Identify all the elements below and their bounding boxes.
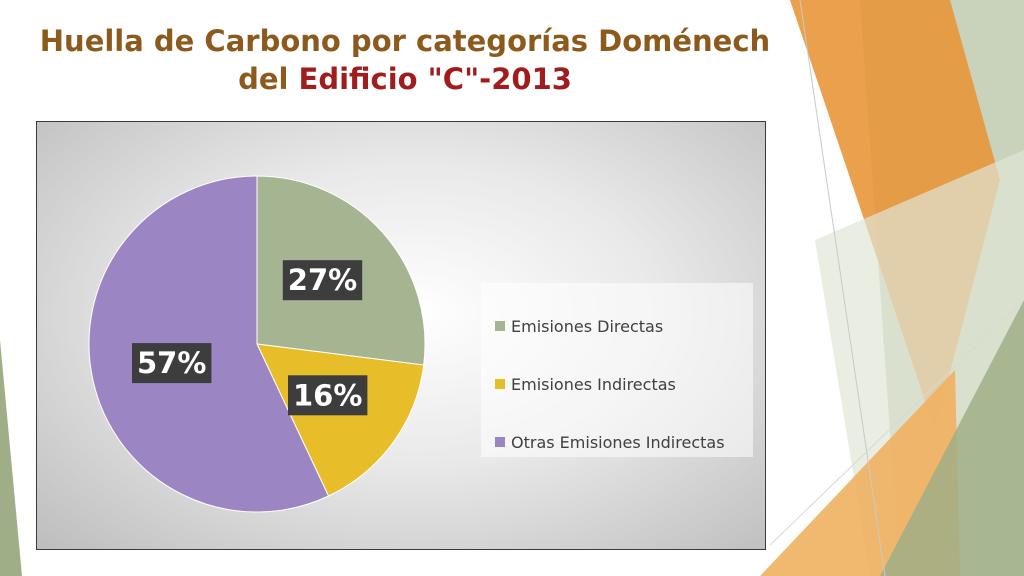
data-label-box-otras-emisiones-indirectas xyxy=(132,343,212,384)
deco-green-lower xyxy=(880,300,1024,576)
legend-swatch-emisiones-directas xyxy=(495,321,505,331)
legend-label-otras-emisiones-indirectas: Otras Emisiones Indirectas xyxy=(511,432,725,452)
legend-swatch-emisiones-indirectas xyxy=(495,379,505,389)
data-label-otras-emisiones-indirectas: 57% xyxy=(137,346,206,380)
legend-label-emisiones-directas: Emisiones Directas xyxy=(511,316,664,336)
data-label-box-emisiones-directas xyxy=(282,260,363,301)
chart-area: 27% 16% 57% Emisiones Directas Emisiones I… xyxy=(36,121,766,550)
data-label-box-emisiones-indirectas xyxy=(288,375,368,416)
slide-title: Huella de Carbono por categorías Doménec… xyxy=(0,22,810,98)
legend-item-emisiones-indirectas: Emisiones Indirectas xyxy=(495,355,753,413)
deco-line xyxy=(769,299,1024,546)
data-label-emisiones-indirectas: 16% xyxy=(293,378,362,412)
deco-line xyxy=(799,0,886,576)
chart-legend: Emisiones Directas Emisiones Indirectas … xyxy=(481,283,753,457)
legend-swatch-otras-emisiones-indirectas xyxy=(495,437,505,447)
legend-item-otras-emisiones-indirectas: Otras Emisiones Indirectas xyxy=(495,413,753,471)
title-line-2-accent: Edificio "C"-2013 xyxy=(298,62,572,96)
legend-label-emisiones-indirectas: Emisiones Indirectas xyxy=(511,374,676,394)
data-label-emisiones-directas: 27% xyxy=(288,263,357,297)
pie-data-labels: 27% 16% 57% xyxy=(132,260,368,416)
deco-green-left xyxy=(0,340,22,576)
pie-chart: 27% 16% 57% xyxy=(88,175,426,513)
legend-item-emisiones-directas: Emisiones Directas xyxy=(495,297,753,355)
title-line-1: Huella de Carbono por categorías Doménec… xyxy=(39,24,771,58)
title-line-2-prefix: del xyxy=(238,62,299,96)
